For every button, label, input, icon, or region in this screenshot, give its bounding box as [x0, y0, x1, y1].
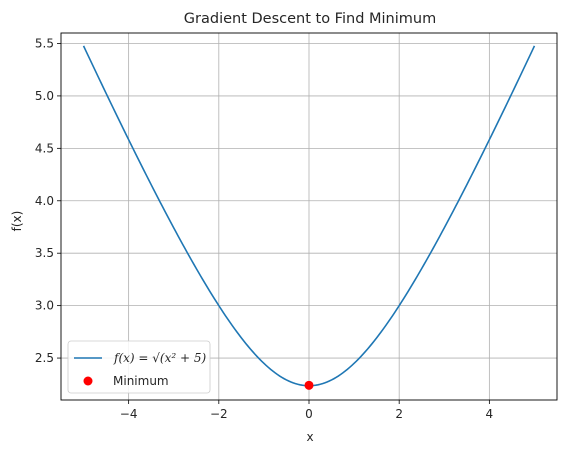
- x-axis-label: x: [306, 430, 313, 444]
- grid: [61, 33, 557, 400]
- axis-ticks: −4 −2 0 2 4 2.5 3.0 3.5 4.0 4.5 5.0 5.5: [35, 36, 493, 421]
- y-axis-label: f(x): [10, 211, 24, 232]
- y-tick-label: 5.0: [35, 89, 54, 103]
- x-tick-label: −2: [210, 407, 228, 421]
- plot-area: [82, 45, 536, 390]
- legend-label-minimum: Minimum: [113, 374, 169, 388]
- y-tick-label: 4.0: [35, 194, 54, 208]
- x-tick-label: 2: [395, 407, 403, 421]
- y-tick-label: 2.5: [35, 351, 54, 365]
- legend-marker-swatch: [83, 376, 93, 386]
- chart-title: Gradient Descent to Find Minimum: [184, 11, 436, 27]
- x-tick-label: 0: [305, 407, 313, 421]
- legend-label-fx: f(x) = √(x² + 5): [113, 351, 206, 365]
- legend: f(x) = √(x² + 5) Minimum: [67, 340, 211, 394]
- minimum-point: [304, 380, 314, 390]
- y-tick-label: 4.5: [35, 141, 54, 155]
- y-tick-label: 3.5: [35, 246, 54, 260]
- x-tick-label: −4: [120, 407, 138, 421]
- y-tick-label: 5.5: [35, 36, 54, 50]
- y-tick-label: 3.0: [35, 299, 54, 313]
- legend-box: [67, 340, 211, 394]
- x-tick-label: 4: [486, 407, 494, 421]
